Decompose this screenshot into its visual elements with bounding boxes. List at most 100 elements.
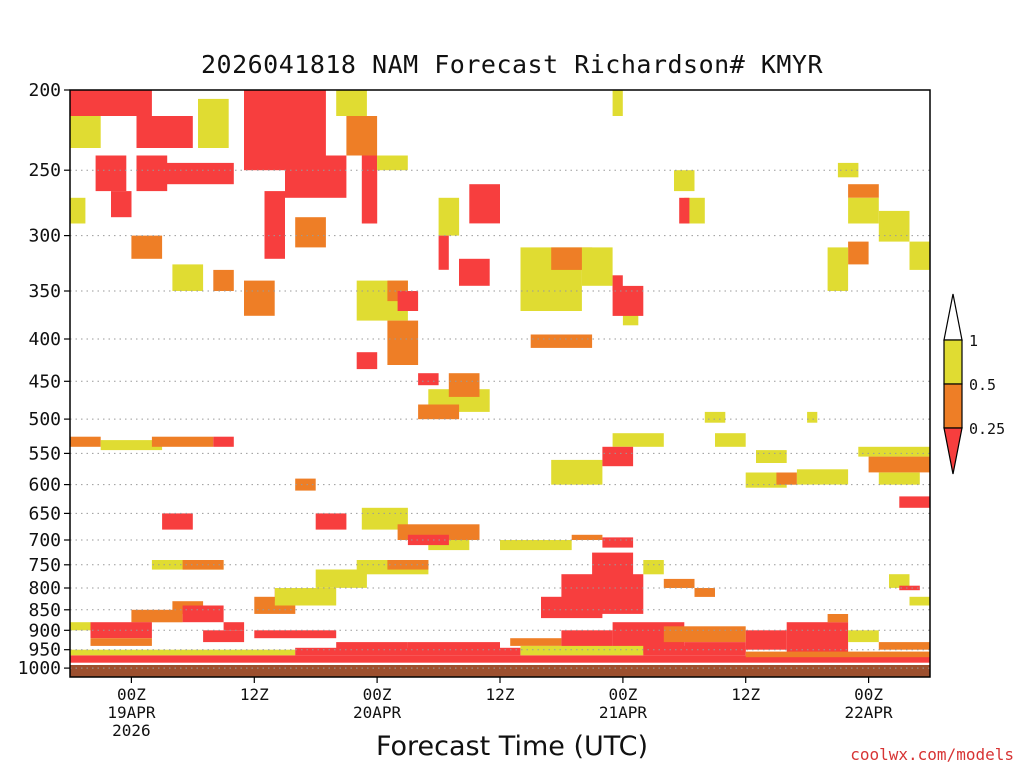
data-region-115 [418, 373, 439, 386]
data-region-13 [336, 90, 367, 116]
data-region-37 [418, 404, 460, 420]
legend-swatch-gt1 [943, 293, 963, 341]
data-region-10 [285, 155, 347, 198]
chart-title: 2026041818 NAM Forecast Richardson# KMYR [200, 50, 824, 79]
data-region-52 [643, 560, 664, 575]
y-tick-label-800: 800 [28, 578, 61, 599]
pressure-grid [70, 169, 930, 669]
data-region-122 [315, 569, 367, 588]
data-region-5 [70, 197, 86, 224]
data-region-53 [663, 578, 695, 588]
data-region-100 [848, 184, 879, 198]
x-tick-label-4-1: 21APR [599, 703, 648, 722]
data-region-46 [500, 540, 572, 551]
data-region-2 [70, 116, 101, 148]
legend-swatch-lt025 [943, 427, 963, 475]
data-region-62 [90, 638, 152, 646]
data-region-66 [203, 630, 245, 643]
data-region-27 [397, 291, 419, 311]
data-region-94 [868, 456, 930, 473]
data-region-61 [70, 622, 91, 631]
data-region-34 [530, 334, 593, 348]
data-region-44 [387, 560, 429, 570]
data-region-86 [704, 411, 726, 423]
data-region-4 [111, 191, 132, 218]
data-region-96 [899, 496, 930, 508]
data-region-88 [756, 450, 787, 463]
y-tick-label-300: 300 [28, 226, 61, 247]
y-tick-label-650: 650 [28, 503, 61, 524]
data-region-63 [223, 622, 245, 631]
data-region-83 [520, 645, 644, 656]
data-region-38 [612, 275, 623, 291]
data-region-23 [151, 436, 214, 447]
legend-label-0: 1 [969, 332, 978, 350]
data-region-17 [244, 280, 275, 316]
data-region-92 [796, 469, 849, 485]
y-tick-label-950: 950 [28, 640, 61, 661]
ground-layer [70, 665, 930, 677]
y-tick-label-750: 750 [28, 555, 61, 576]
data-region-102 [848, 241, 869, 265]
data-region-80 [70, 655, 930, 663]
data-region-36 [448, 373, 480, 397]
legend-label-2: 0.25 [969, 420, 1005, 438]
x-tick-label-0-0: 00Z [117, 685, 146, 704]
x-tick-label-5-0: 12Z [731, 685, 760, 704]
data-region-8 [198, 98, 229, 148]
data-region-0 [70, 90, 152, 116]
y-tick-label-700: 700 [28, 530, 61, 551]
y-tick-label-900: 900 [28, 620, 61, 641]
data-region-99 [909, 596, 930, 606]
data-region-29 [356, 352, 378, 370]
data-region-54 [694, 588, 715, 597]
data-region-48 [602, 537, 634, 548]
data-region-101 [848, 197, 879, 224]
data-region-93 [858, 446, 930, 457]
data-region-119 [295, 478, 316, 491]
data-region-117 [551, 459, 603, 485]
data-region-70 [510, 638, 562, 646]
data-region-24 [213, 436, 234, 447]
data-region-81 [70, 649, 296, 656]
x-tick-label-0-2: 2026 [112, 721, 151, 740]
data-region-79 [878, 642, 930, 650]
data-region-95 [878, 472, 920, 485]
data-region-22 [100, 440, 163, 451]
data-region-84 [643, 645, 746, 656]
data-region-114 [612, 285, 644, 316]
data-region-120 [315, 513, 347, 530]
data-region-118 [602, 446, 634, 467]
data-region-85 [745, 651, 930, 658]
data-region-97 [889, 574, 910, 588]
data-region-33 [581, 247, 613, 286]
x-tick-label-2-0: 00Z [363, 685, 392, 704]
legend-swatch-05-1 [943, 339, 963, 385]
data-region-111 [438, 197, 460, 236]
legend: 1 0.5 0.25 [943, 293, 1005, 475]
data-region-57 [131, 609, 183, 623]
data-region-47 [571, 534, 603, 540]
data-region-107 [674, 170, 695, 192]
data-region-77 [827, 614, 849, 623]
site-credit[interactable]: coolwx.com/models [850, 745, 1014, 764]
y-tick-label-1000: 1000 [18, 658, 61, 679]
data-region-1 [136, 116, 193, 148]
data-region-121 [162, 513, 193, 530]
data-region-16 [377, 155, 408, 171]
data-region-108 [684, 197, 705, 224]
y-tick-label-550: 550 [28, 443, 61, 464]
data-region-18 [213, 269, 234, 291]
data-region-116 [612, 433, 664, 447]
data-region-30 [459, 258, 490, 286]
data-region-91 [776, 472, 797, 485]
data-region-103 [878, 210, 910, 242]
y-tick-label-350: 350 [28, 281, 61, 302]
data-region-59 [182, 605, 224, 623]
data-region-76 [786, 622, 849, 654]
data-region-123 [274, 588, 337, 606]
y-axis: 200 250 300 350 400 450 500 550 600 650 700 7508008… [18, 80, 70, 679]
data-region-82 [295, 647, 521, 656]
data-region-89 [807, 411, 818, 423]
